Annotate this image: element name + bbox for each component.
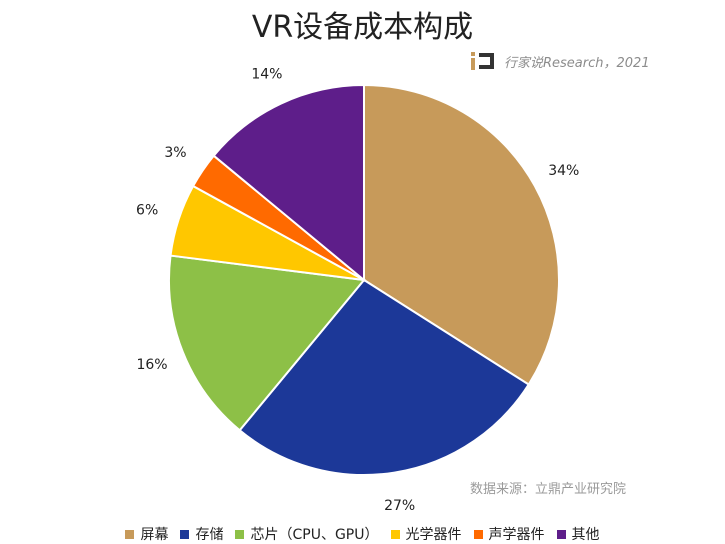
legend-swatch: [235, 529, 245, 539]
data-label-screen: 34%: [548, 163, 579, 179]
legend-swatch: [180, 529, 190, 539]
legend-item-optics: 光学器件: [390, 524, 462, 544]
pie-chart: 34% 27% 16% 6% 3% 14%: [136, 67, 579, 514]
legend-label: 存储: [195, 527, 224, 543]
legend-swatch: [390, 529, 400, 539]
pie-slice-storage: [238, 278, 531, 476]
legend-label: 声学器件: [488, 527, 545, 543]
legend-item-chip: 芯片（CPU、GPU）: [235, 524, 379, 544]
legend-label: 光学器件: [405, 527, 462, 543]
watermark-text: 行家说Research，2021: [504, 55, 650, 71]
legend-item-acoustics: 声学器件: [473, 524, 545, 544]
legend-item-storage: 存储: [180, 524, 223, 544]
data-label-storage: 27%: [384, 498, 415, 514]
legend-item-other: 其他: [556, 524, 600, 544]
pie-slice-other: [212, 83, 365, 283]
legend: 屏幕 存储 芯片（CPU、GPU） 光学器件 声学器件 其他: [0, 524, 725, 544]
data-label-acoustics: 3%: [164, 145, 186, 161]
pie-slice-chip: [168, 254, 366, 432]
pie-slice-screen: [363, 83, 560, 386]
legend-item-screen: 屏幕: [125, 524, 168, 544]
watermark: 行家说Research，2021: [470, 50, 650, 72]
data-label-other: 14%: [251, 67, 282, 83]
legend-swatch: [556, 529, 566, 539]
legend-label: 芯片（CPU、GPU）: [250, 527, 379, 543]
data-label-chip: 16%: [136, 357, 167, 373]
data-label-optics: 6%: [136, 203, 158, 219]
legend-label: 屏幕: [140, 527, 169, 543]
legend-label: 其他: [571, 527, 600, 543]
legend-swatch: [125, 529, 135, 539]
brand-logo-icon: [471, 52, 494, 70]
source-note: 数据来源：立鼎产业研究院: [470, 482, 627, 497]
legend-swatch: [473, 529, 483, 539]
chart-title: VR设备成本构成: [251, 10, 474, 45]
